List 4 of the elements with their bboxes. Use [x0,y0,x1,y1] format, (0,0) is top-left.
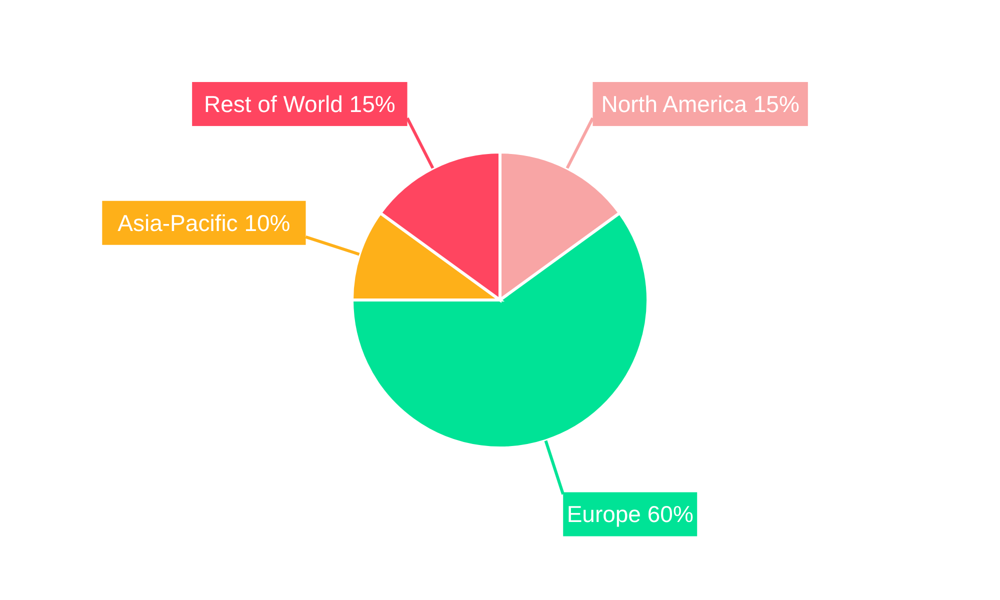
slice-label: Europe 60% [566,501,694,528]
slice-label: North America 15% [601,91,800,118]
slice-label: Asia-Pacific 10% [118,210,290,236]
slice-label: Rest of World 15% [204,91,396,118]
